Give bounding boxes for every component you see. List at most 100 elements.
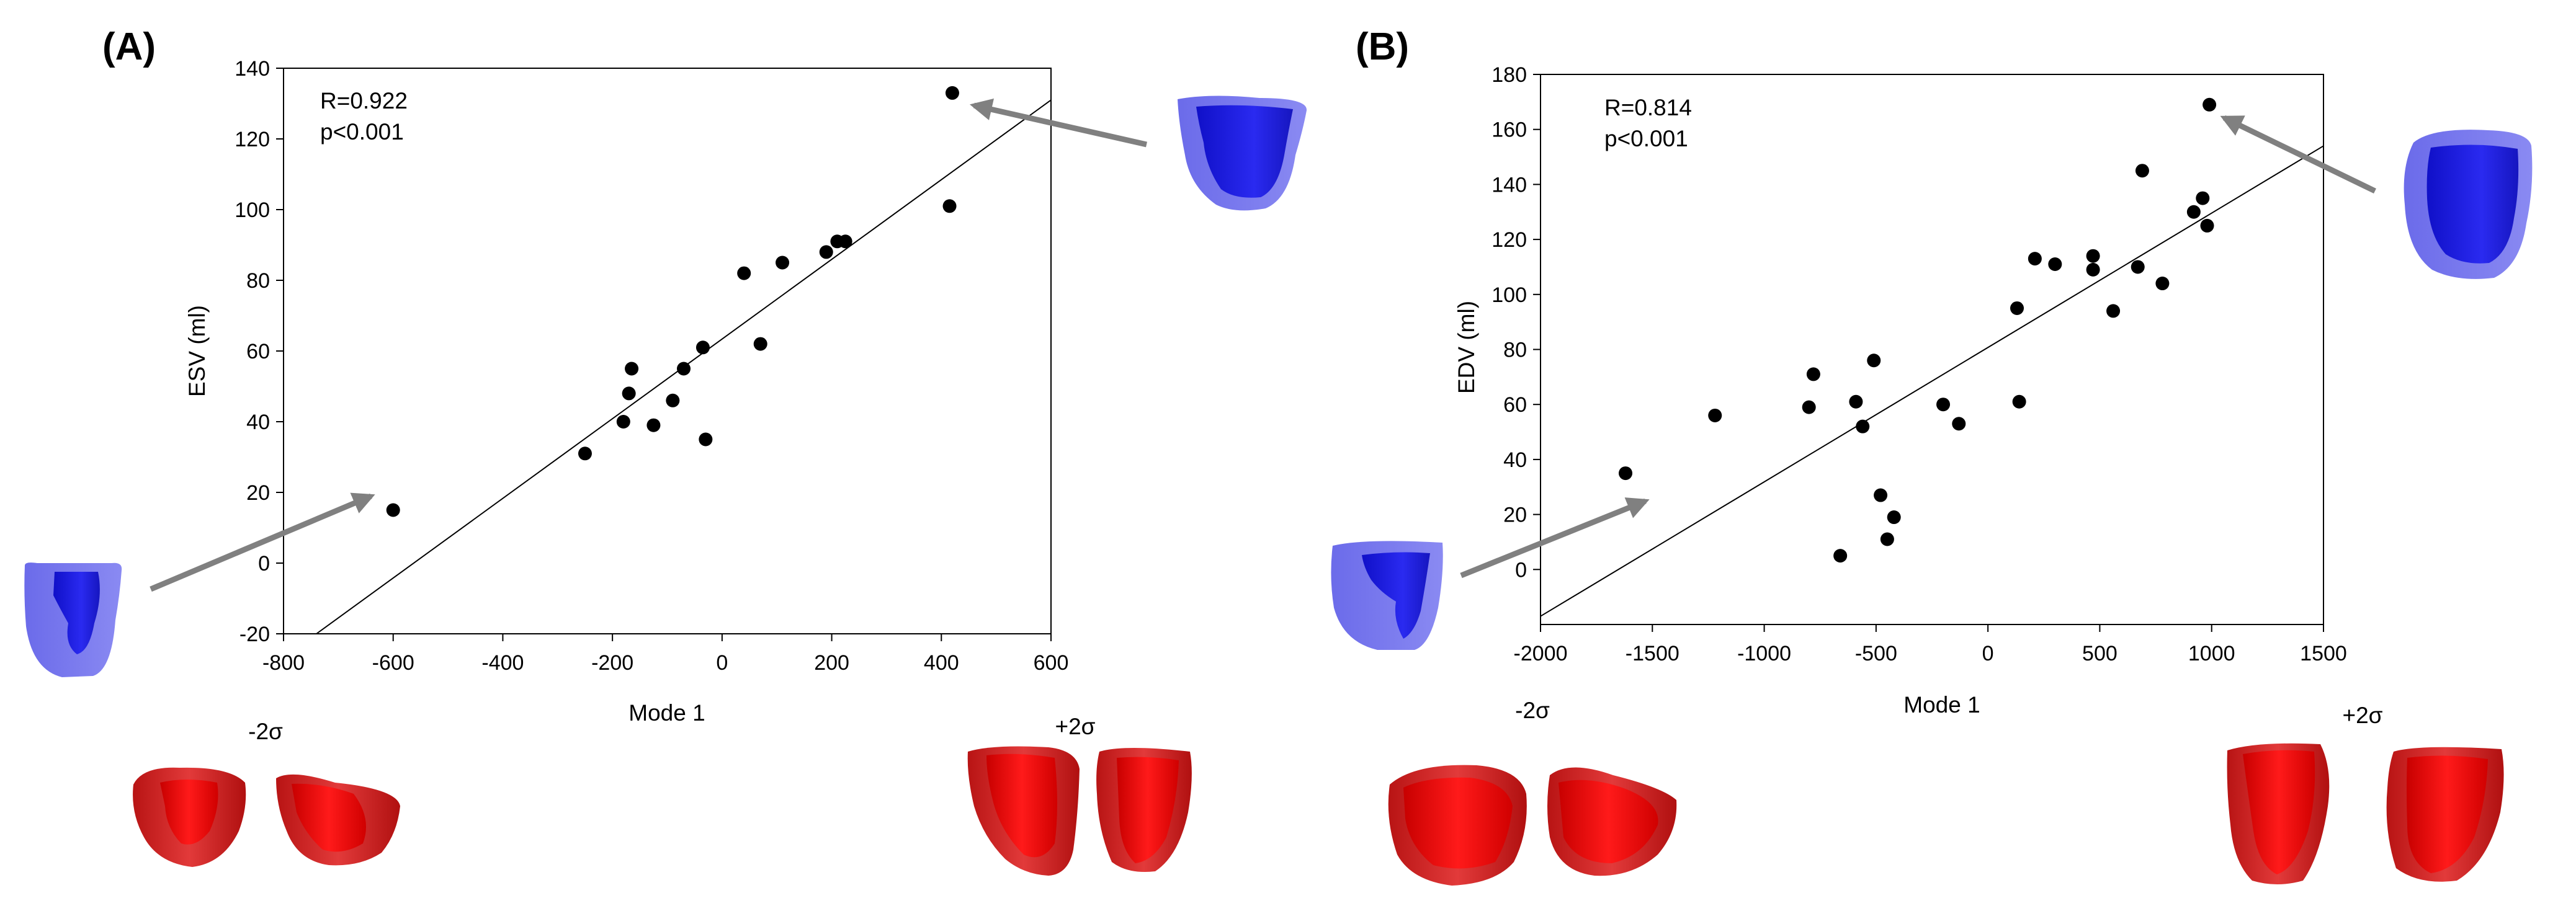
- chart-a-data-point: [622, 386, 636, 401]
- chart-b-x-tick-label: 1500: [2300, 642, 2347, 665]
- chart-b-annotation-p: p<0.001: [1604, 126, 1688, 151]
- chart-b-data-point: [1887, 510, 1901, 525]
- chart-a-y-tick-label: 120: [235, 128, 270, 151]
- chart-a-data-point: [677, 362, 691, 376]
- chart-b-data-point: [2012, 394, 2026, 409]
- red-mesh-icon-a-low-1: [133, 767, 246, 867]
- chart-a-x-tick-label: -400: [481, 651, 524, 675]
- chart-b-trendline: [1540, 145, 2324, 617]
- chart-a-data-point: [945, 86, 959, 100]
- chart-b-plot-frame: [1540, 74, 2324, 625]
- sigma-label-a-low: -2σ: [248, 719, 283, 744]
- chart-b-y-tick-label: 160: [1491, 118, 1527, 142]
- chart-b-y-tick-label: 60: [1503, 393, 1527, 417]
- chart-a-data-point: [776, 256, 790, 270]
- chart-b-annotation-r: R=0.814: [1604, 95, 1692, 120]
- chart-b-data-point: [2086, 249, 2100, 263]
- chart-a-y-tick-label: 100: [235, 198, 270, 222]
- red-mesh-icon-a-high-2: [1096, 748, 1192, 872]
- red-mesh-icon-b-high-1: [2227, 743, 2330, 884]
- chart-b-x-tick-label: -1000: [1737, 642, 1791, 665]
- chart-b-data-point: [2048, 257, 2062, 272]
- chart-b-x-tick-label: 500: [2082, 642, 2118, 665]
- chart-b-data-point: [2106, 304, 2121, 318]
- chart-b-y-tick-label: 140: [1491, 173, 1527, 197]
- chart-a-data-point: [646, 418, 661, 432]
- chart-a-y-tick-label: 20: [246, 481, 270, 505]
- chart-b-y-tick-label: 120: [1491, 228, 1527, 252]
- chart-b-x-tick-label: 0: [1982, 642, 1994, 665]
- blue-mesh-icon-a-high: [1178, 96, 1307, 211]
- chart-b-data-point: [2135, 164, 2149, 178]
- chart-a-data-point: [737, 266, 751, 280]
- chart-b-data-point: [1856, 419, 1870, 433]
- chart-a-data-point: [625, 362, 639, 376]
- chart-a-annotation-r: R=0.922: [320, 88, 408, 113]
- chart-a-data-point: [386, 503, 400, 517]
- chart-b-x-tick-label: -1500: [1626, 642, 1679, 665]
- chart-a-x-tick-label: -800: [262, 651, 305, 675]
- red-mesh-icon-b-low-1: [1388, 765, 1527, 886]
- chart-b-data-point: [2028, 252, 2042, 266]
- chart-a-y-tick-label: 40: [246, 411, 270, 434]
- chart-a-y-tick-label: 0: [258, 552, 270, 575]
- chart-a-x-tick-label: -600: [372, 651, 414, 675]
- chart-b-y-tick-label: 180: [1491, 63, 1527, 87]
- chart-a-x-axis-label: Mode 1: [628, 700, 705, 726]
- panel-label-b: (B): [1356, 25, 1409, 68]
- chart-a-data-point: [942, 199, 957, 213]
- blue-mesh-icon-a-low: [24, 562, 122, 677]
- sigma-label-b-low: -2σ: [1515, 698, 1550, 723]
- chart-b-x-tick-label: -500: [1855, 642, 1897, 665]
- chart-b-x-axis-label: Mode 1: [1903, 692, 1980, 718]
- chart-b-data-point: [1802, 400, 1816, 414]
- chart-a-y-tick-label: -20: [239, 623, 270, 646]
- red-mesh-icon-b-low-2: [1547, 767, 1677, 876]
- chart-b-data-point: [2086, 262, 2100, 277]
- chart-a-x-tick-label: 600: [1034, 651, 1069, 675]
- chart-a-data-point: [695, 340, 710, 355]
- chart-b-data-point: [1874, 488, 1888, 502]
- arrow-b-high: [2220, 115, 2376, 194]
- chart-b-y-tick-label: 0: [1515, 558, 1527, 582]
- chart-b-data-point: [2186, 205, 2201, 219]
- chart-b-data-point: [1833, 549, 1848, 563]
- red-mesh-icon-b-high-2: [2386, 747, 2504, 882]
- chart-a-data-point: [838, 234, 852, 249]
- chart-a-data-point: [753, 337, 767, 351]
- chart-a-x-tick-label: 0: [716, 651, 728, 675]
- chart-a-y-tick-label: 60: [246, 340, 270, 363]
- blue-mesh-icon-b-low: [1331, 541, 1443, 650]
- chart-a-x-tick-label: 200: [814, 651, 849, 675]
- chart-a-plot-frame: [283, 68, 1052, 634]
- chart-b-data-point: [1867, 353, 1881, 368]
- chart-b-y-tick-label: 40: [1503, 448, 1527, 472]
- panel-label-a: (A): [102, 25, 156, 68]
- sigma-label-a-high: +2σ: [1055, 714, 1095, 739]
- blue-mesh-icon-b-high: [2404, 130, 2533, 279]
- chart-b-data-point: [1936, 398, 1951, 412]
- chart-b-data-point: [2196, 191, 2210, 205]
- chart-b-x-tick-label: -2000: [1514, 642, 1568, 665]
- chart-b-y-tick-label: 20: [1503, 504, 1527, 527]
- chart-a-x-tick-label: 400: [924, 651, 959, 675]
- chart-b-data-point: [1619, 466, 1633, 481]
- red-mesh-icon-a-low-2: [276, 774, 400, 866]
- chart-b-data-point: [2200, 218, 2214, 233]
- chart-a-x-tick-label: -200: [591, 651, 633, 675]
- chart-b-data-point: [1849, 394, 1863, 409]
- chart-b-data-point: [2131, 260, 2145, 274]
- chart-a-data-point: [819, 245, 833, 259]
- chart-b-data-point: [2203, 97, 2217, 112]
- arrow-b-low: [1460, 497, 1650, 579]
- chart-b-data-point: [1880, 532, 1894, 546]
- red-mesh-icon-a-high-1: [967, 746, 1080, 876]
- chart-b-data-point: [1806, 367, 1820, 381]
- chart-a-y-tick-label: 140: [235, 57, 270, 81]
- chart-a-y-axis-label: ESV (ml): [184, 305, 210, 397]
- chart-b-y-tick-label: 80: [1503, 339, 1527, 362]
- chart-b-x-tick-label: 1000: [2188, 642, 2235, 665]
- chart-b-data-point: [1952, 417, 1966, 431]
